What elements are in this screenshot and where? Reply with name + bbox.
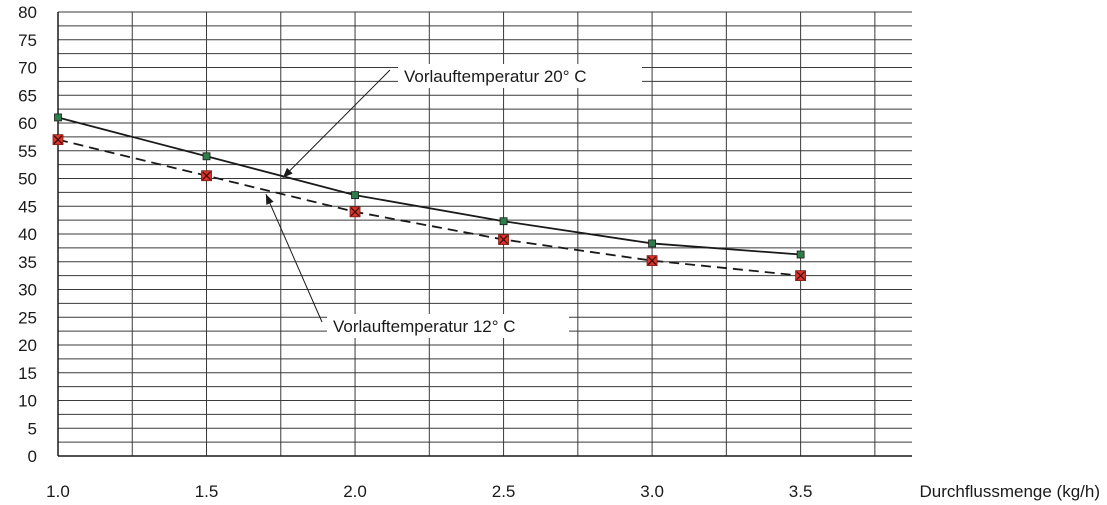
annotation-20c-label: Vorlauftemperatur 20° C <box>404 67 587 86</box>
y-tick-label: 35 <box>18 253 37 272</box>
series-line-1 <box>57 138 801 277</box>
x-tick-label: 1.0 <box>46 482 70 501</box>
data-point-20c <box>202 152 211 161</box>
y-tick-label: 75 <box>18 31 37 50</box>
y-tick-label: 0 <box>28 447 37 466</box>
data-point-20c <box>648 239 656 248</box>
y-tick-label: 5 <box>28 419 37 438</box>
y-tick-label: 55 <box>18 142 37 161</box>
annotations: Vorlauftemperatur 20° C Vorlauftemperatu… <box>265 64 642 338</box>
y-tick-label: 50 <box>18 170 37 189</box>
x-tick-labels: 1.0 1.5 2.0 2.5 3.0 3.5 <box>46 482 812 501</box>
annotation-20c-bg <box>398 64 642 88</box>
data-point-12c <box>795 270 807 282</box>
y-tick-label: 70 <box>18 59 37 78</box>
grid <box>57 11 912 457</box>
x-tick-label: 3.0 <box>640 482 664 501</box>
y-tick-label: 45 <box>18 197 37 216</box>
y-tick-label: 30 <box>18 281 37 300</box>
y-tick-label: 10 <box>18 392 37 411</box>
data-point-12c <box>646 255 658 267</box>
y-tick-labels: 0 5 10 15 20 25 30 35 40 45 50 55 60 65 70 75 80 <box>18 3 37 466</box>
data-point-20c <box>54 113 62 122</box>
data-point-12c <box>52 134 64 146</box>
annotation-12c-arrow <box>265 193 323 323</box>
x-axis-label: Durchflussmenge (kg/h) <box>920 482 1100 501</box>
data-point-20c <box>499 217 508 226</box>
x-tick-label: 1.5 <box>195 482 219 501</box>
data-point-12c <box>498 234 509 245</box>
y-tick-label: 25 <box>18 308 37 327</box>
x-tick-label: 3.5 <box>789 482 813 501</box>
series-line-0 <box>57 116 801 256</box>
data-point-20c <box>796 250 805 259</box>
y-tick-label: 80 <box>18 3 37 22</box>
y-tick-label: 65 <box>18 86 37 105</box>
annotation-12c-bg <box>327 314 569 338</box>
data-point-12c <box>201 170 212 182</box>
axes <box>57 12 912 457</box>
x-tick-label: 2.5 <box>492 482 516 501</box>
annotation-12c-label: Vorlauftemperatur 12° C <box>333 317 516 336</box>
annotation-20c-arrow <box>282 69 391 179</box>
data-point-12c <box>349 206 361 218</box>
data-point-20c <box>351 191 359 200</box>
y-tick-label: 40 <box>18 225 37 244</box>
series-layer <box>52 113 807 282</box>
y-tick-label: 15 <box>18 364 37 383</box>
y-tick-label: 20 <box>18 336 37 355</box>
y-tick-label: 60 <box>18 114 37 133</box>
x-tick-label: 2.0 <box>343 482 367 501</box>
